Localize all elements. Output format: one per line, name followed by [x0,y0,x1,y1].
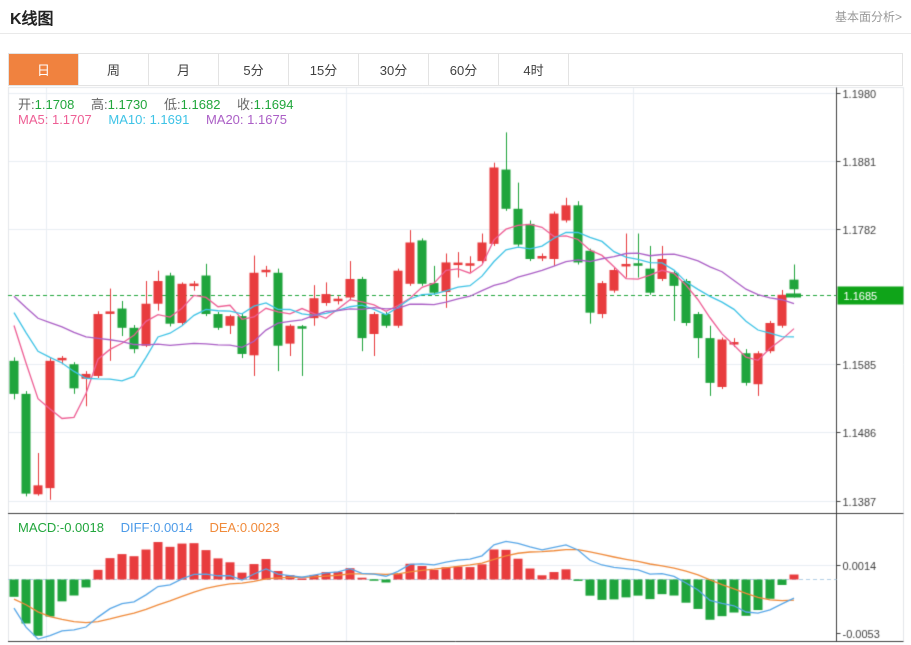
tab-60分[interactable]: 60分 [429,54,499,85]
tab-4时[interactable]: 4时 [499,54,569,85]
header-divider [0,33,911,34]
page-title: K线图 [10,11,54,28]
tab-日[interactable]: 日 [9,54,79,85]
tab-30分[interactable]: 30分 [359,54,429,85]
interval-tabbar: 日周月 5分 15分 30分 60分 4时 [8,53,903,86]
tab-15分[interactable]: 15分 [289,54,359,85]
fundamental-analysis-link[interactable]: 基本面分析> [834,10,902,24]
tab-5分[interactable]: 5分 [219,54,289,85]
tab-周[interactable]: 周 [79,54,149,85]
tab-月[interactable]: 月 [149,54,219,85]
